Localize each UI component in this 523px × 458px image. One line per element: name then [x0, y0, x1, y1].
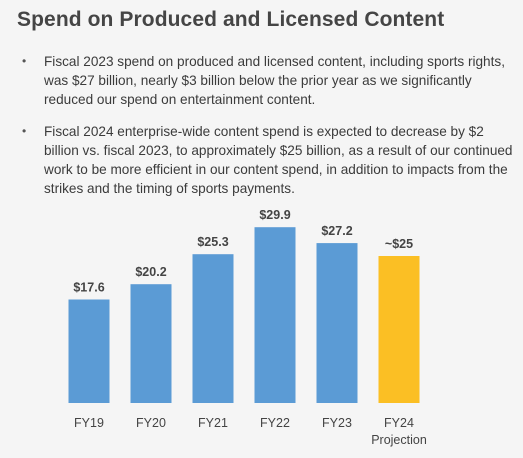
category-label: FY21: [198, 416, 228, 430]
bar-0: [68, 299, 110, 403]
bars-group: [68, 227, 420, 403]
bar-value-label: $29.9: [259, 210, 290, 222]
bullet-text: Fiscal 2023 spend on produced and licens…: [44, 54, 505, 107]
bar-value-label: $27.2: [321, 224, 352, 238]
category-label: FY20: [136, 416, 166, 430]
category-labels-group: FY19 FY20 FY21 FY22 FY23 FY24 Projection: [74, 416, 427, 447]
bullet-text: Fiscal 2024 enterprise-wide content spen…: [44, 124, 513, 196]
bar-value-label: ~$25: [385, 237, 413, 251]
bar-value-label: $20.2: [135, 265, 166, 279]
content-spend-bar-chart: $17.6$20.2$25.3$29.9$27.2~$25 FY19 FY20 FY…: [68, 210, 427, 447]
bar-value-label: $25.3: [197, 235, 228, 249]
bullet-dot-icon: •: [22, 124, 27, 138]
bar-5: [378, 256, 420, 403]
bar-1: [130, 284, 172, 403]
bar-4: [316, 243, 358, 403]
bar-3: [254, 227, 296, 403]
category-label: FY22: [260, 416, 290, 430]
category-label: FY23: [322, 416, 352, 430]
bullet-list: • Fiscal 2023 spend on produced and lice…: [22, 52, 517, 211]
value-labels-group: $17.6 $20.2 $25.3 $29.9 $27.2 ~$25: [73, 210, 413, 295]
bullet-item: • Fiscal 2023 spend on produced and lice…: [22, 52, 517, 109]
bar-2: [192, 254, 234, 403]
category-label: FY19: [74, 416, 104, 430]
bullet-item: • Fiscal 2024 enterprise-wide content sp…: [22, 122, 517, 198]
page-title: Spend on Produced and Licensed Content: [17, 8, 445, 31]
category-label: FY24 Projection: [371, 416, 427, 447]
bullet-dot-icon: •: [22, 54, 27, 68]
bar-value-label: $17.6: [73, 281, 104, 295]
